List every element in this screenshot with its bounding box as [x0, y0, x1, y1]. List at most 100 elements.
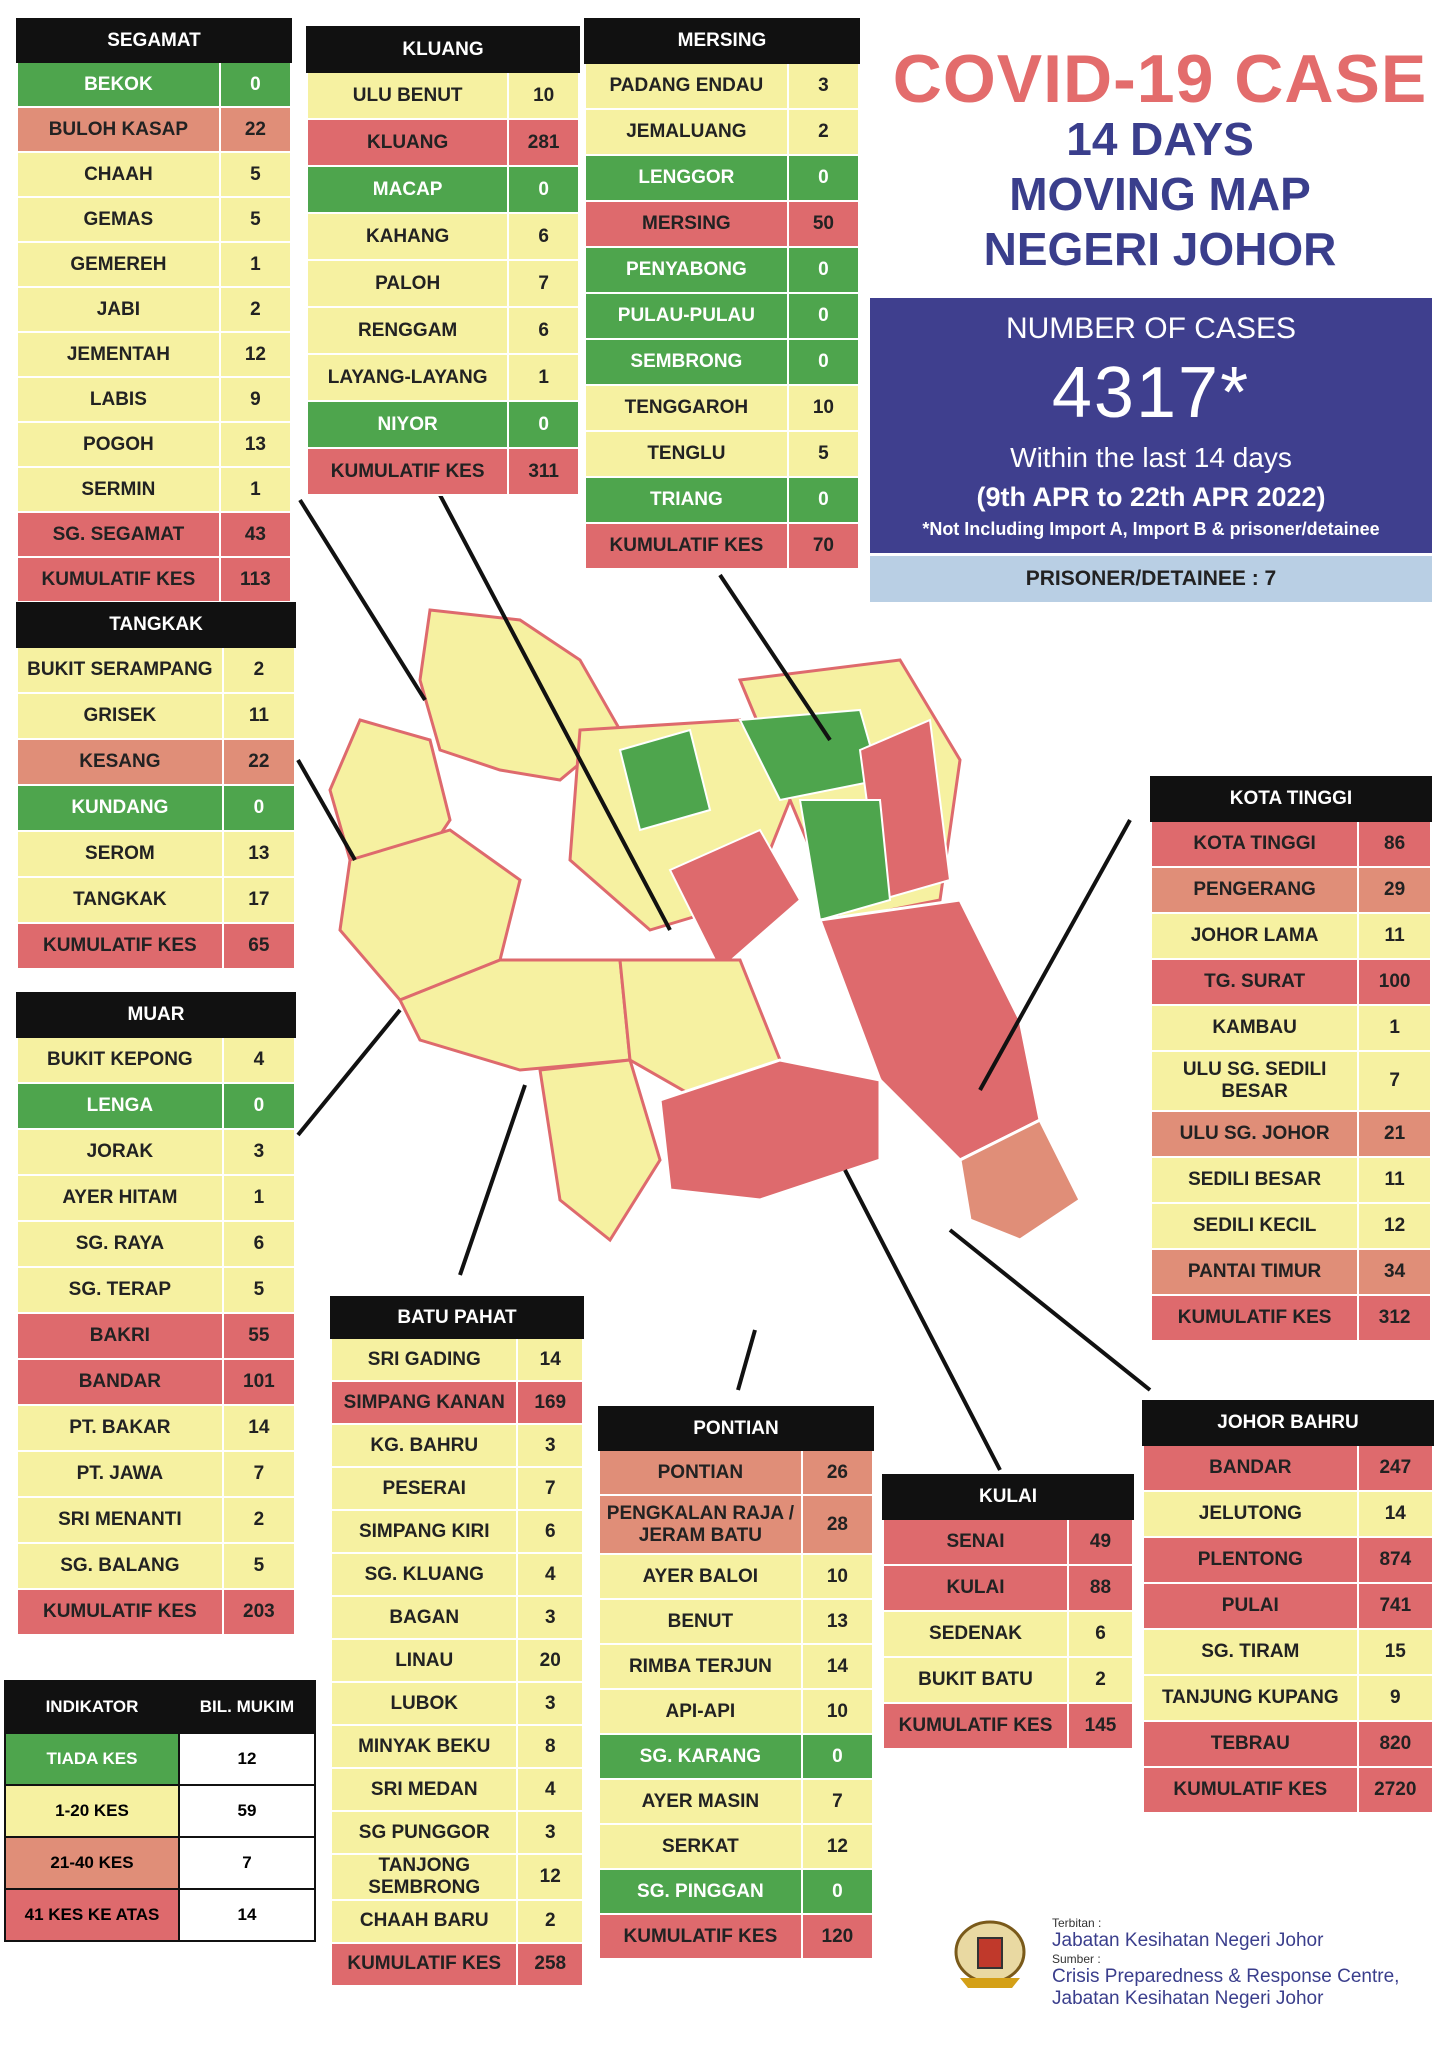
- locality-name: KUMULATIF KES: [16, 556, 221, 603]
- locality-count: 9: [1356, 1674, 1435, 1722]
- table-row: CHAAH 5: [16, 151, 293, 198]
- table-row: SEDENAK 6: [882, 1610, 1134, 1658]
- table-row: SRI MEDAN 4: [329, 1767, 584, 1812]
- locality-name: SG. SEGAMAT: [16, 511, 221, 558]
- table-row: ULU SG. JOHOR 21: [1149, 1110, 1432, 1158]
- locality-name: AYER MASIN: [598, 1778, 803, 1825]
- locality-count: 1: [218, 241, 293, 288]
- locality-name: NIYOR: [305, 400, 510, 449]
- locality-count: 12: [218, 331, 293, 378]
- locality-count: 34: [1357, 1248, 1432, 1296]
- locality-count: 10: [800, 1553, 875, 1600]
- locality-name: SIMPANG KIRI: [329, 1509, 519, 1554]
- locality-count: 0: [800, 1733, 875, 1780]
- subtitle-line-2: MOVING MAP: [1009, 168, 1311, 221]
- locality-count: 312: [1357, 1294, 1432, 1342]
- locality-count: 14: [221, 1404, 297, 1452]
- locality-name: BEKOK: [16, 61, 221, 108]
- locality-count: 6: [1067, 1610, 1134, 1658]
- locality-name: SG. TIRAM: [1142, 1628, 1359, 1676]
- locality-count: 14: [1356, 1490, 1435, 1538]
- locality-count: 2: [218, 286, 293, 333]
- locality-name: LENGGOR: [584, 154, 789, 202]
- table-row: TANGKAK 17: [16, 876, 297, 924]
- table-row: KUMULATIF KES 113: [16, 556, 293, 603]
- locality-name: LUBOK: [329, 1681, 519, 1726]
- locality-count: 1: [1357, 1004, 1432, 1052]
- locality-name: TENGLU: [584, 430, 789, 478]
- locality-count: 4: [516, 1767, 584, 1812]
- credit-block: Terbitan : Jabatan Kesihatan Negeri Joho…: [1052, 1916, 1447, 2010]
- locality-count: 3: [516, 1595, 584, 1640]
- table-row: SEDILI BESAR 11: [1149, 1156, 1432, 1204]
- table-row: SIMPANG KANAN 169: [329, 1380, 584, 1425]
- table-row: KESANG 22: [16, 738, 297, 786]
- district-title: MUAR: [16, 992, 296, 1038]
- locality-count: 4: [221, 1036, 297, 1084]
- locality-count: 12: [1357, 1202, 1432, 1250]
- locality-count: 5: [786, 430, 861, 478]
- locality-count: 8: [516, 1724, 584, 1769]
- locality-name: SG. RAYA: [16, 1220, 224, 1268]
- sumber-label: Sumber :: [1052, 1952, 1101, 1966]
- locality-count: 11: [1357, 912, 1432, 960]
- legend-41-kes-ke-atas-count: 14: [178, 1888, 316, 1942]
- table-pontian: PONTIAN PONTIAN 26 PENGKALAN RAJA / JERAM B…: [598, 1406, 875, 1960]
- locality-name: MINYAK BEKU: [329, 1724, 519, 1769]
- table-row: SG. SEGAMAT 43: [16, 511, 293, 558]
- map-region-bekok: [618, 728, 712, 832]
- table-row: TG. SURAT 100: [1149, 958, 1432, 1006]
- locality-count: 5: [221, 1542, 297, 1590]
- table-tangkak: TANGKAK BUKIT SERAMPANG 2 GRISEK 11 KESANG 22 K…: [16, 602, 297, 970]
- locality-count: 7: [516, 1466, 584, 1511]
- table-row: SG. RAYA 6: [16, 1220, 297, 1268]
- locality-name: PALOH: [305, 259, 510, 308]
- table-kulai: KULAI SENAI 49 KULAI 88 SEDENAK 6 BUKIT BATU 2 KU…: [882, 1474, 1134, 1750]
- connector-tangkak: [296, 759, 357, 861]
- total-cases-box: NUMBER OF CASES 4317* Within the last 14…: [870, 298, 1432, 553]
- locality-count: 13: [218, 421, 293, 468]
- locality-name: LENGA: [16, 1082, 224, 1130]
- table-row: KUMULATIF KES 120: [598, 1913, 875, 1960]
- locality-name: SENAI: [882, 1518, 1069, 1566]
- district-title: SEGAMAT: [16, 18, 292, 63]
- locality-name: BULOH KASAP: [16, 106, 221, 153]
- district-title: PONTIAN: [598, 1406, 874, 1451]
- connector-kota-tinggi: [978, 819, 1132, 1091]
- table-row: KULAI 88: [882, 1564, 1134, 1612]
- locality-count: 1: [507, 353, 580, 402]
- locality-name: PLENTONG: [1142, 1536, 1359, 1584]
- locality-count: 50: [786, 200, 861, 248]
- table-row: SEROM 13: [16, 830, 297, 878]
- locality-count: 3: [786, 62, 861, 110]
- period-line-2: (9th APR to 22th APR 2022): [976, 482, 1326, 512]
- table-johor-bahru: JOHOR BAHRU BANDAR 247 JELUTONG 14 PLENTONG 87…: [1142, 1400, 1435, 1814]
- locality-name: POGOH: [16, 421, 221, 468]
- locality-name: KUMULATIF KES: [1142, 1766, 1359, 1814]
- table-row: KUMULATIF KES 2720: [1142, 1766, 1435, 1814]
- locality-count: 874: [1356, 1536, 1435, 1584]
- locality-count: 203: [221, 1588, 297, 1636]
- table-row: PULAU-PULAU 0: [584, 292, 861, 340]
- table-row: TENGLU 5: [584, 430, 861, 478]
- table-row: SG. KARANG 0: [598, 1733, 875, 1780]
- locality-count: 258: [516, 1941, 584, 1987]
- table-row: TANJUNG KUPANG 9: [1142, 1674, 1435, 1722]
- table-row: KG. BAHRU 3: [329, 1423, 584, 1468]
- sumber-line-2: Jabatan Kesihatan Negeri Johor: [1052, 1988, 1324, 2009]
- locality-count: 3: [516, 1423, 584, 1468]
- locality-count: 6: [516, 1509, 584, 1554]
- table-row: TRIANG 0: [584, 476, 861, 524]
- table-row: JORAK 3: [16, 1128, 297, 1176]
- locality-name: PULAI: [1142, 1582, 1359, 1630]
- table-row: BUKIT SERAMPANG 2: [16, 646, 297, 694]
- table-row: GEMAS 5: [16, 196, 293, 243]
- locality-count: 0: [786, 476, 861, 524]
- locality-name: KUMULATIF KES: [16, 1588, 224, 1636]
- table-row: SRI GADING 14: [329, 1337, 584, 1382]
- locality-count: 6: [507, 306, 580, 355]
- sumber-line-1: Crisis Preparedness & Response Centre,: [1052, 1966, 1400, 1987]
- page-title: COVID-19 CASE: [892, 41, 1428, 117]
- locality-name: TG. SURAT: [1149, 958, 1360, 1006]
- locality-count: 0: [221, 1082, 297, 1130]
